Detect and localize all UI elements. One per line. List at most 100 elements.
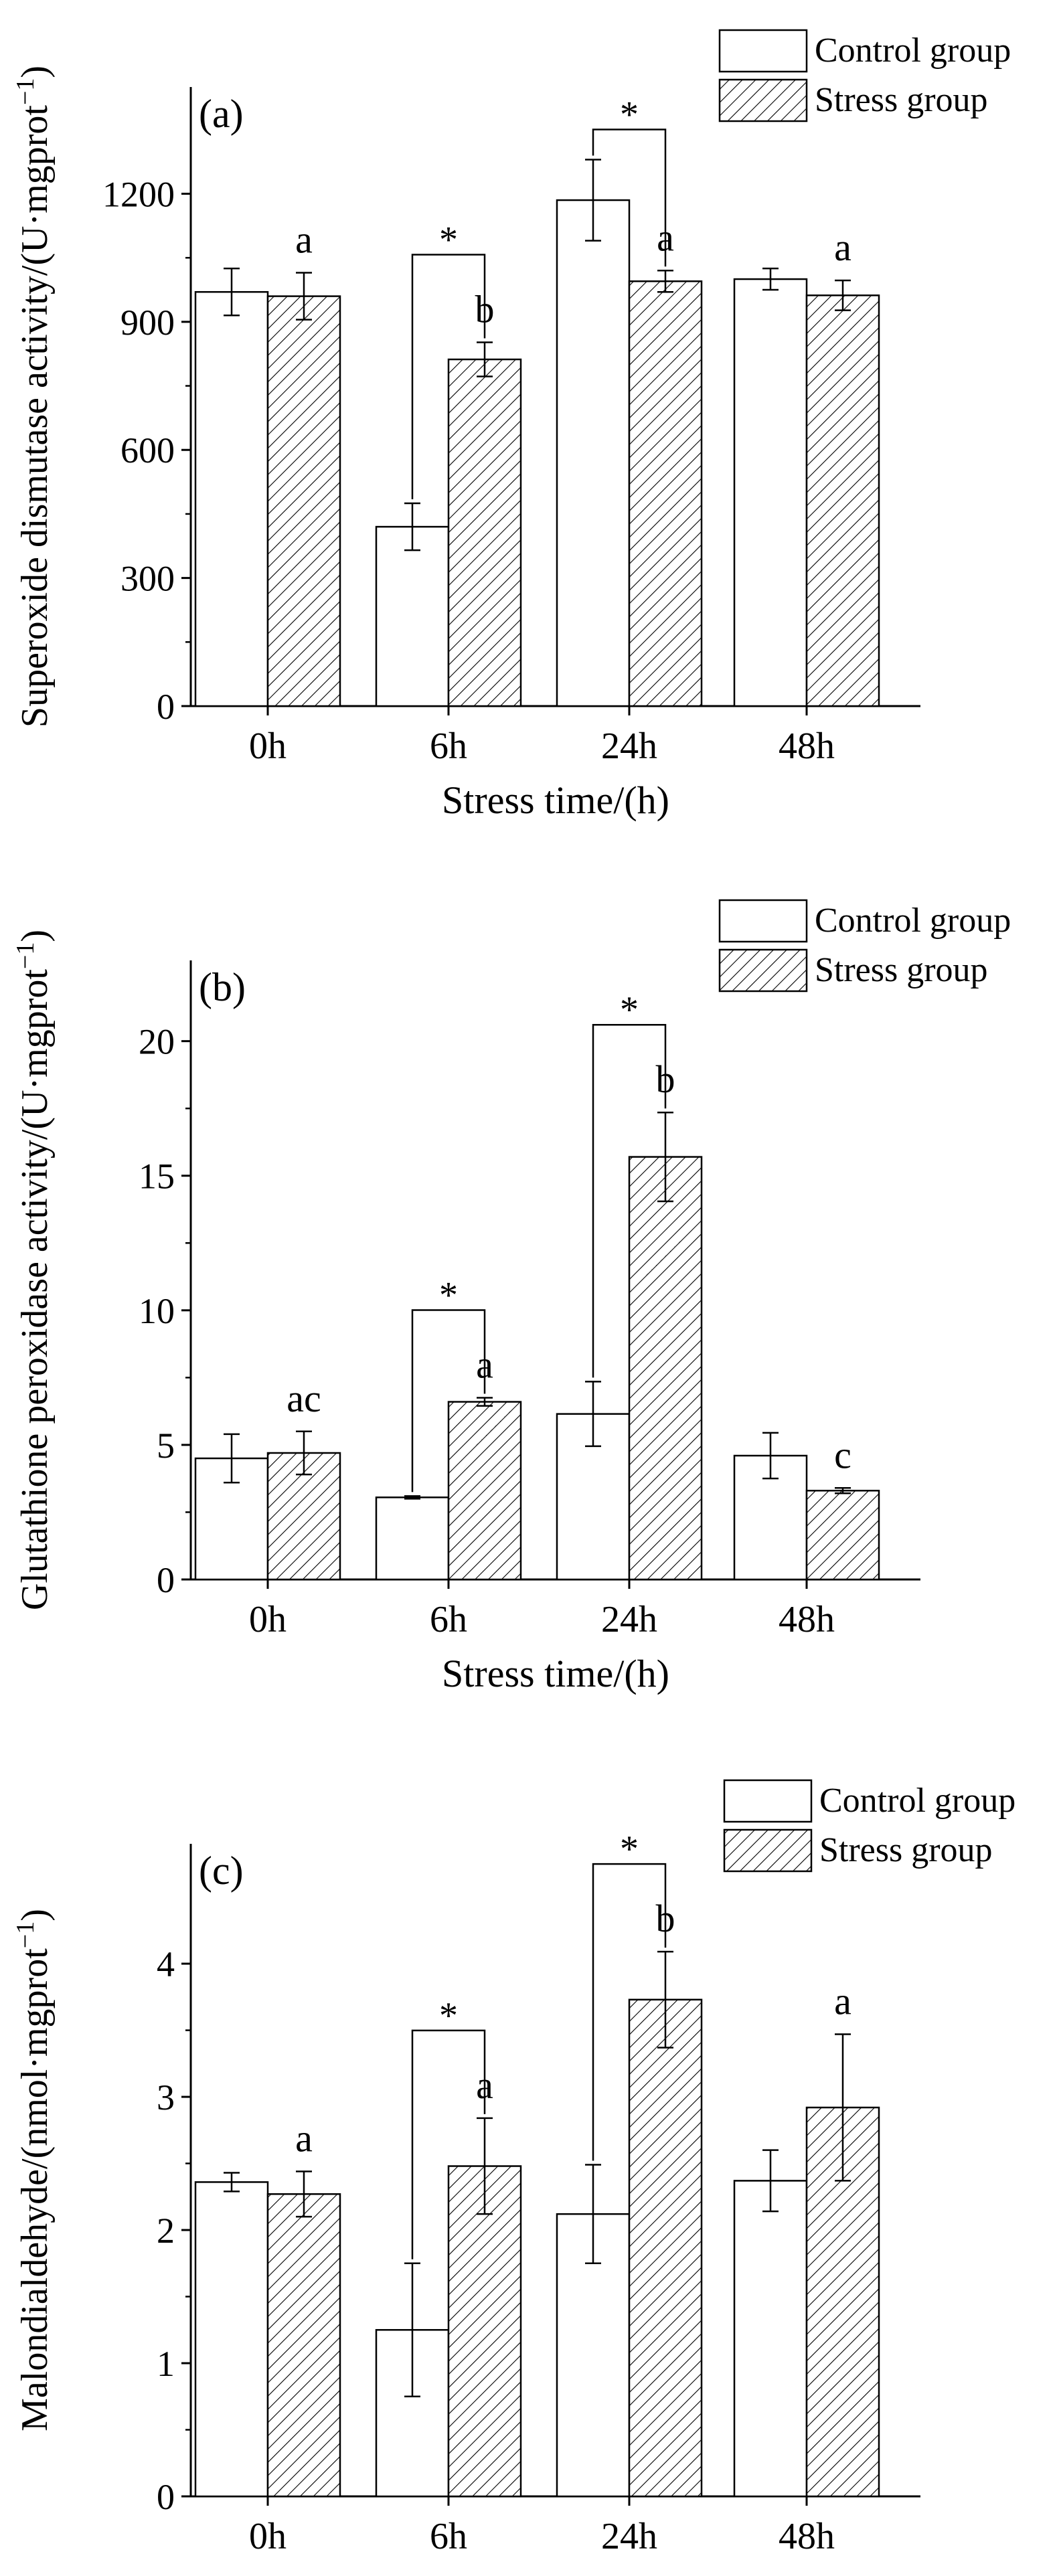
significance-bracket: * bbox=[592, 989, 667, 1378]
y-axis-title-superscript: −1 bbox=[11, 1921, 39, 1948]
x-tick-label: 24h bbox=[601, 1599, 657, 1640]
x-tick-label: 6h bbox=[430, 1599, 467, 1640]
bar-control bbox=[375, 525, 450, 707]
y-tick-label: 4 bbox=[157, 1944, 175, 1984]
y-tick-label: 0 bbox=[157, 1560, 175, 1600]
significance-letter: a bbox=[834, 1980, 851, 2023]
bar-stress bbox=[805, 294, 880, 707]
y-axis-title: Glutathione peroxidase activity/(U·mgpro… bbox=[11, 930, 56, 1610]
x-tick-label: 48h bbox=[779, 725, 835, 767]
significance-bracket: * bbox=[411, 219, 486, 499]
legend: Control group Stress group bbox=[723, 1779, 1015, 1873]
legend-label-control: Control group bbox=[815, 31, 1011, 70]
significance-star: * bbox=[439, 219, 458, 260]
error-bar-control bbox=[404, 1495, 420, 1500]
significance-bracket: * bbox=[592, 94, 667, 267]
significance-letter: a bbox=[295, 218, 313, 262]
bar-control bbox=[375, 1496, 450, 1581]
legend-label-stress: Stress group bbox=[819, 1831, 993, 1869]
significance-bracket: * bbox=[592, 1828, 667, 2161]
error-bar-stress bbox=[835, 279, 851, 311]
error-bar-stress bbox=[657, 1111, 673, 1203]
significance-letter: a bbox=[295, 2116, 313, 2160]
bar-stress bbox=[628, 1156, 703, 1581]
y-tick-label: 0 bbox=[157, 687, 175, 727]
bar-stress bbox=[266, 295, 341, 707]
legend: Control group Stress group bbox=[718, 899, 1011, 993]
bar-stress bbox=[447, 358, 522, 707]
y-tick-label: 0 bbox=[157, 2477, 175, 2517]
y-tick-label: 15 bbox=[139, 1156, 175, 1197]
y-tick-label: 900 bbox=[120, 303, 175, 343]
error-bar-control bbox=[404, 502, 420, 551]
y-tick-label: 600 bbox=[120, 430, 175, 470]
bar-control bbox=[733, 2180, 808, 2498]
bar-stress bbox=[266, 2193, 341, 2498]
y-axis-title-close: ) bbox=[14, 66, 56, 78]
y-axis-title-superscript: −1 bbox=[11, 942, 39, 969]
significance-bracket: * bbox=[411, 1995, 486, 2259]
error-bar-stress bbox=[835, 2033, 851, 2182]
y-axis-title-close: ) bbox=[14, 930, 56, 942]
error-bar-control bbox=[762, 1432, 779, 1480]
significance-star: * bbox=[620, 989, 639, 1031]
x-axis-title: Stress time/(h) bbox=[442, 1652, 669, 1695]
legend-label-control: Control group bbox=[815, 901, 1011, 940]
x-tick-label: 0h bbox=[249, 1599, 287, 1640]
bar-stress bbox=[628, 280, 703, 707]
significance-star: * bbox=[439, 1275, 458, 1316]
error-bar-stress bbox=[477, 1397, 493, 1407]
significance-letter: c bbox=[834, 1433, 851, 1476]
error-bar-stress bbox=[477, 341, 493, 377]
y-axis-title: Malondialdehyde/(nmol·mgprot−1) bbox=[11, 1909, 56, 2431]
y-tick-label: 10 bbox=[139, 1291, 175, 1331]
error-bar-control bbox=[224, 267, 240, 317]
bar-stress bbox=[447, 2165, 522, 2498]
x-axis-title: Stress time/(h) bbox=[442, 778, 669, 822]
error-bar-control bbox=[762, 267, 779, 291]
error-bar-control bbox=[585, 1381, 601, 1448]
x-tick-label: 6h bbox=[430, 725, 467, 767]
x-tick-label: 24h bbox=[601, 725, 657, 767]
x-tick-label: 0h bbox=[249, 2516, 287, 2557]
legend-swatch-control bbox=[723, 1779, 813, 1823]
bar-control bbox=[556, 199, 631, 707]
x-tick-label: 24h bbox=[601, 2516, 657, 2557]
bar-control bbox=[194, 290, 269, 707]
panel-label: (c) bbox=[199, 1849, 244, 1893]
legend-swatch-control bbox=[718, 899, 808, 943]
y-axis-title-main: Superoxide dismutase activity/(U·mgprot bbox=[14, 105, 56, 727]
x-axis-title: Stress time/(h) bbox=[442, 2569, 669, 2573]
panel-label: (b) bbox=[199, 965, 246, 1009]
legend: Control group Stress group bbox=[718, 29, 1011, 122]
y-axis-title-superscript: −1 bbox=[11, 78, 39, 105]
error-bar-stress bbox=[296, 2170, 312, 2218]
y-axis-title: Superoxide dismutase activity/(U·mgprot−… bbox=[11, 66, 56, 727]
error-bar-control bbox=[404, 2262, 420, 2398]
significance-star: * bbox=[439, 1995, 458, 2037]
bar-stress bbox=[447, 1401, 522, 1581]
y-axis-title-main: Malondialdehyde/(nmol·mgprot bbox=[14, 1948, 56, 2431]
error-bar-control bbox=[224, 2172, 240, 2193]
y-tick-label: 5 bbox=[157, 1426, 175, 1466]
x-tick-label: 48h bbox=[779, 2516, 835, 2557]
error-bar-stress bbox=[296, 272, 312, 321]
y-tick-label: 1200 bbox=[102, 174, 175, 214]
legend-swatch-stress bbox=[723, 1828, 813, 1873]
y-tick-label: 1 bbox=[157, 2344, 175, 2384]
error-bar-control bbox=[224, 1433, 240, 1484]
legend-swatch-stress bbox=[718, 78, 808, 122]
error-bar-stress bbox=[657, 270, 673, 293]
error-bar-control bbox=[585, 2164, 601, 2265]
bar-stress bbox=[805, 1490, 880, 1581]
x-tick-label: 48h bbox=[779, 1599, 835, 1640]
significance-star: * bbox=[620, 1828, 639, 1870]
y-axis-title-close: ) bbox=[14, 1909, 56, 1921]
bar-control bbox=[194, 2181, 269, 2498]
legend-swatch-stress bbox=[718, 948, 808, 993]
bar-stress bbox=[628, 1998, 703, 2498]
significance-star: * bbox=[620, 94, 639, 135]
y-axis-title-main: Glutathione peroxidase activity/(U·mgpro… bbox=[14, 969, 56, 1610]
